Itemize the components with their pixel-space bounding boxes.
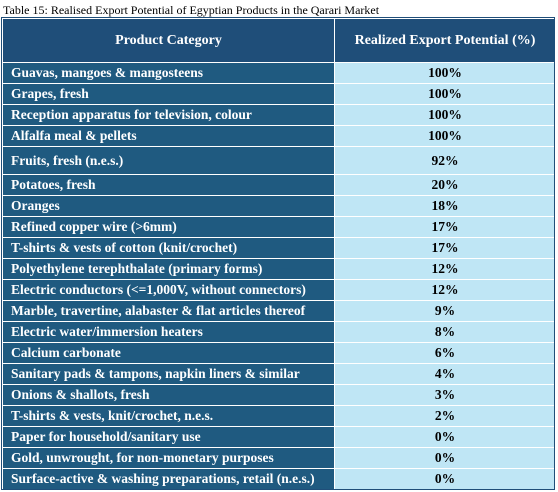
table-caption: Table 15: Realised Export Potential of E… bbox=[3, 3, 380, 17]
export-potential-cell: 4% bbox=[334, 363, 556, 385]
product-category-cell: Fruits, fresh (n.e.s.) bbox=[2, 146, 335, 175]
product-category-cell: Calcium carbonate bbox=[2, 342, 335, 364]
product-category-cell: Grapes, fresh bbox=[2, 83, 335, 105]
product-category-cell: T-shirts & vests of cotton (knit/crochet… bbox=[2, 237, 335, 259]
table-row: Alfalfa meal & pellets 100% bbox=[2, 125, 556, 147]
table-row: Fruits, fresh (n.e.s.) 92% bbox=[2, 146, 556, 175]
table-row: Polyethylene terephthalate (primary form… bbox=[2, 258, 556, 280]
export-potential-cell: 92% bbox=[334, 146, 556, 175]
export-potential-cell: 100% bbox=[334, 125, 556, 147]
product-category-cell: Marble, travertine, alabaster & flat art… bbox=[2, 300, 335, 322]
product-category-cell: Sanitary pads & tampons, napkin liners &… bbox=[2, 363, 335, 385]
table-row: Onions & shallots, fresh 3% bbox=[2, 384, 556, 406]
table-row: Grapes, fresh 100% bbox=[2, 83, 556, 105]
table-row: Guavas, mangoes & mangosteens 100% bbox=[2, 62, 556, 84]
product-category-cell: Surface-active & washing preparations, r… bbox=[2, 468, 335, 490]
export-potential-cell: 100% bbox=[334, 62, 556, 84]
table-row: Gold, unwrought, for non-monetary purpos… bbox=[2, 447, 556, 469]
table-row: Reception apparatus for television, colo… bbox=[2, 104, 556, 126]
table-row: Electric conductors (<=1,000V, without c… bbox=[2, 279, 556, 301]
product-category-cell: Oranges bbox=[2, 195, 335, 217]
header-product-category: Product Category bbox=[2, 18, 335, 63]
export-potential-cell: 0% bbox=[334, 426, 556, 448]
product-category-cell: Reception apparatus for television, colo… bbox=[2, 104, 335, 126]
export-potential-cell: 6% bbox=[334, 342, 556, 364]
table-row: Paper for household/sanitary use 0% bbox=[2, 426, 556, 448]
product-category-cell: Polyethylene terephthalate (primary form… bbox=[2, 258, 335, 280]
product-category-cell: Gold, unwrought, for non-monetary purpos… bbox=[2, 447, 335, 469]
product-category-cell: Alfalfa meal & pellets bbox=[2, 125, 335, 147]
product-category-cell: Electric conductors (<=1,000V, without c… bbox=[2, 279, 335, 301]
table-row: Refined copper wire (>6mm) 17% bbox=[2, 216, 556, 238]
export-potential-cell: 0% bbox=[334, 447, 556, 469]
export-potential-cell: 17% bbox=[334, 216, 556, 238]
product-category-cell: Refined copper wire (>6mm) bbox=[2, 216, 335, 238]
product-category-cell: Onions & shallots, fresh bbox=[2, 384, 335, 406]
table-row: Potatoes, fresh 20% bbox=[2, 174, 556, 196]
export-potential-cell: 3% bbox=[334, 384, 556, 406]
export-potential-cell: 100% bbox=[334, 83, 556, 105]
header-realized-export-potential: Realized Export Potential (%) bbox=[334, 18, 556, 63]
product-category-cell: Electric water/immersion heaters bbox=[2, 321, 335, 343]
product-category-cell: Paper for household/sanitary use bbox=[2, 426, 335, 448]
table-row: T-shirts & vests, knit/crochet, n.e.s. 2% bbox=[2, 405, 556, 427]
export-potential-cell: 12% bbox=[334, 279, 556, 301]
product-category-cell: Guavas, mangoes & mangosteens bbox=[2, 62, 335, 84]
export-potential-cell: 18% bbox=[334, 195, 556, 217]
export-potential-cell: 17% bbox=[334, 237, 556, 259]
export-potential-cell: 8% bbox=[334, 321, 556, 343]
table-row: Marble, travertine, alabaster & flat art… bbox=[2, 300, 556, 322]
table-row: Sanitary pads & tampons, napkin liners &… bbox=[2, 363, 556, 385]
export-potential-table: Product Category Realized Export Potenti… bbox=[2, 18, 556, 490]
export-potential-cell: 100% bbox=[334, 104, 556, 126]
export-potential-cell: 9% bbox=[334, 300, 556, 322]
export-potential-cell: 0% bbox=[334, 468, 556, 490]
table-header-row: Product Category Realized Export Potenti… bbox=[2, 18, 556, 63]
table-row: Surface-active & washing preparations, r… bbox=[2, 468, 556, 490]
product-category-cell: Potatoes, fresh bbox=[2, 174, 335, 196]
table-row: Calcium carbonate 6% bbox=[2, 342, 556, 364]
table-row: Oranges 18% bbox=[2, 195, 556, 217]
export-potential-cell: 2% bbox=[334, 405, 556, 427]
product-category-cell: T-shirts & vests, knit/crochet, n.e.s. bbox=[2, 405, 335, 427]
export-potential-cell: 12% bbox=[334, 258, 556, 280]
export-potential-cell: 20% bbox=[334, 174, 556, 196]
table-row: Electric water/immersion heaters 8% bbox=[2, 321, 556, 343]
table-row: T-shirts & vests of cotton (knit/crochet… bbox=[2, 237, 556, 259]
